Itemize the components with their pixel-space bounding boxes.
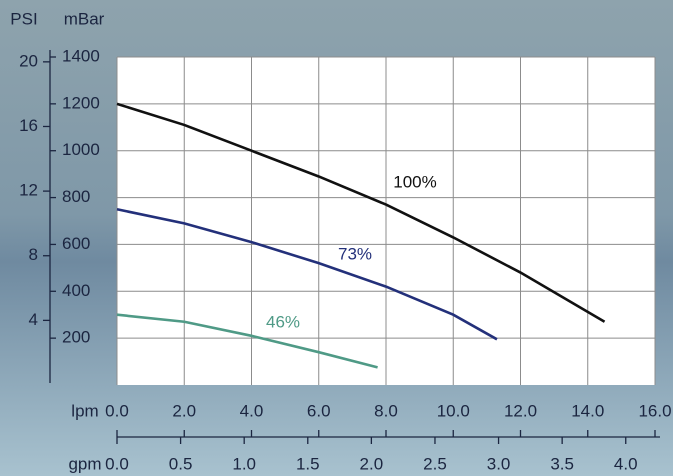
x-tick-label: 8.0: [374, 401, 398, 420]
x2-tick-label: 3.5: [550, 454, 574, 473]
curve: [116, 313, 378, 369]
curve: [116, 102, 606, 323]
x-tick-label: 10.0: [437, 401, 470, 420]
series-label: 46%: [266, 312, 300, 331]
y2-tick-label: 20: [19, 51, 38, 70]
y2-tick-label: 16: [19, 116, 38, 135]
y-tick-label: 800: [62, 187, 90, 206]
x2-tick-label: 1.5: [296, 454, 320, 473]
x2-tick-label: 2.5: [423, 454, 447, 473]
y-tick-label: 1200: [62, 93, 100, 112]
y-tick-label: 200: [62, 328, 90, 347]
x-tick-label: 4.0: [240, 401, 264, 420]
x-tick-label: 12.0: [504, 401, 537, 420]
y2-tick-label: 8: [29, 245, 38, 264]
x-tick-label: 2.0: [172, 401, 196, 420]
y2-tick-label: 4: [29, 310, 38, 329]
x2-tick-label: 0.5: [169, 454, 193, 473]
series-label: 100%: [393, 172, 436, 191]
y-tick-label: 1400: [62, 46, 100, 65]
y2-tick-label: 12: [19, 181, 38, 200]
x-axis-title: lpm: [71, 401, 98, 420]
x-tick-label: 6.0: [307, 401, 331, 420]
x-tick-label: 16.0: [638, 401, 671, 420]
x2-tick-label: 3.0: [487, 454, 511, 473]
y-tick-label: 1000: [62, 140, 100, 159]
series-label: 73%: [338, 244, 372, 263]
y-tick-label: 400: [62, 281, 90, 300]
x2-tick-label: 1.0: [232, 454, 256, 473]
y2-axis-title: PSI: [10, 9, 37, 28]
curve: [116, 208, 498, 341]
y-tick-label: 600: [62, 234, 90, 253]
x-tick-label: 0.0: [105, 401, 129, 420]
x-tick-label: 14.0: [571, 401, 604, 420]
x2-tick-label: 2.0: [360, 454, 384, 473]
y-axis-title: mBar: [64, 9, 105, 28]
x2-axis-title: gpm: [68, 454, 101, 473]
x2-tick-label: 0.0: [105, 454, 129, 473]
x2-tick-label: 4.0: [614, 454, 638, 473]
